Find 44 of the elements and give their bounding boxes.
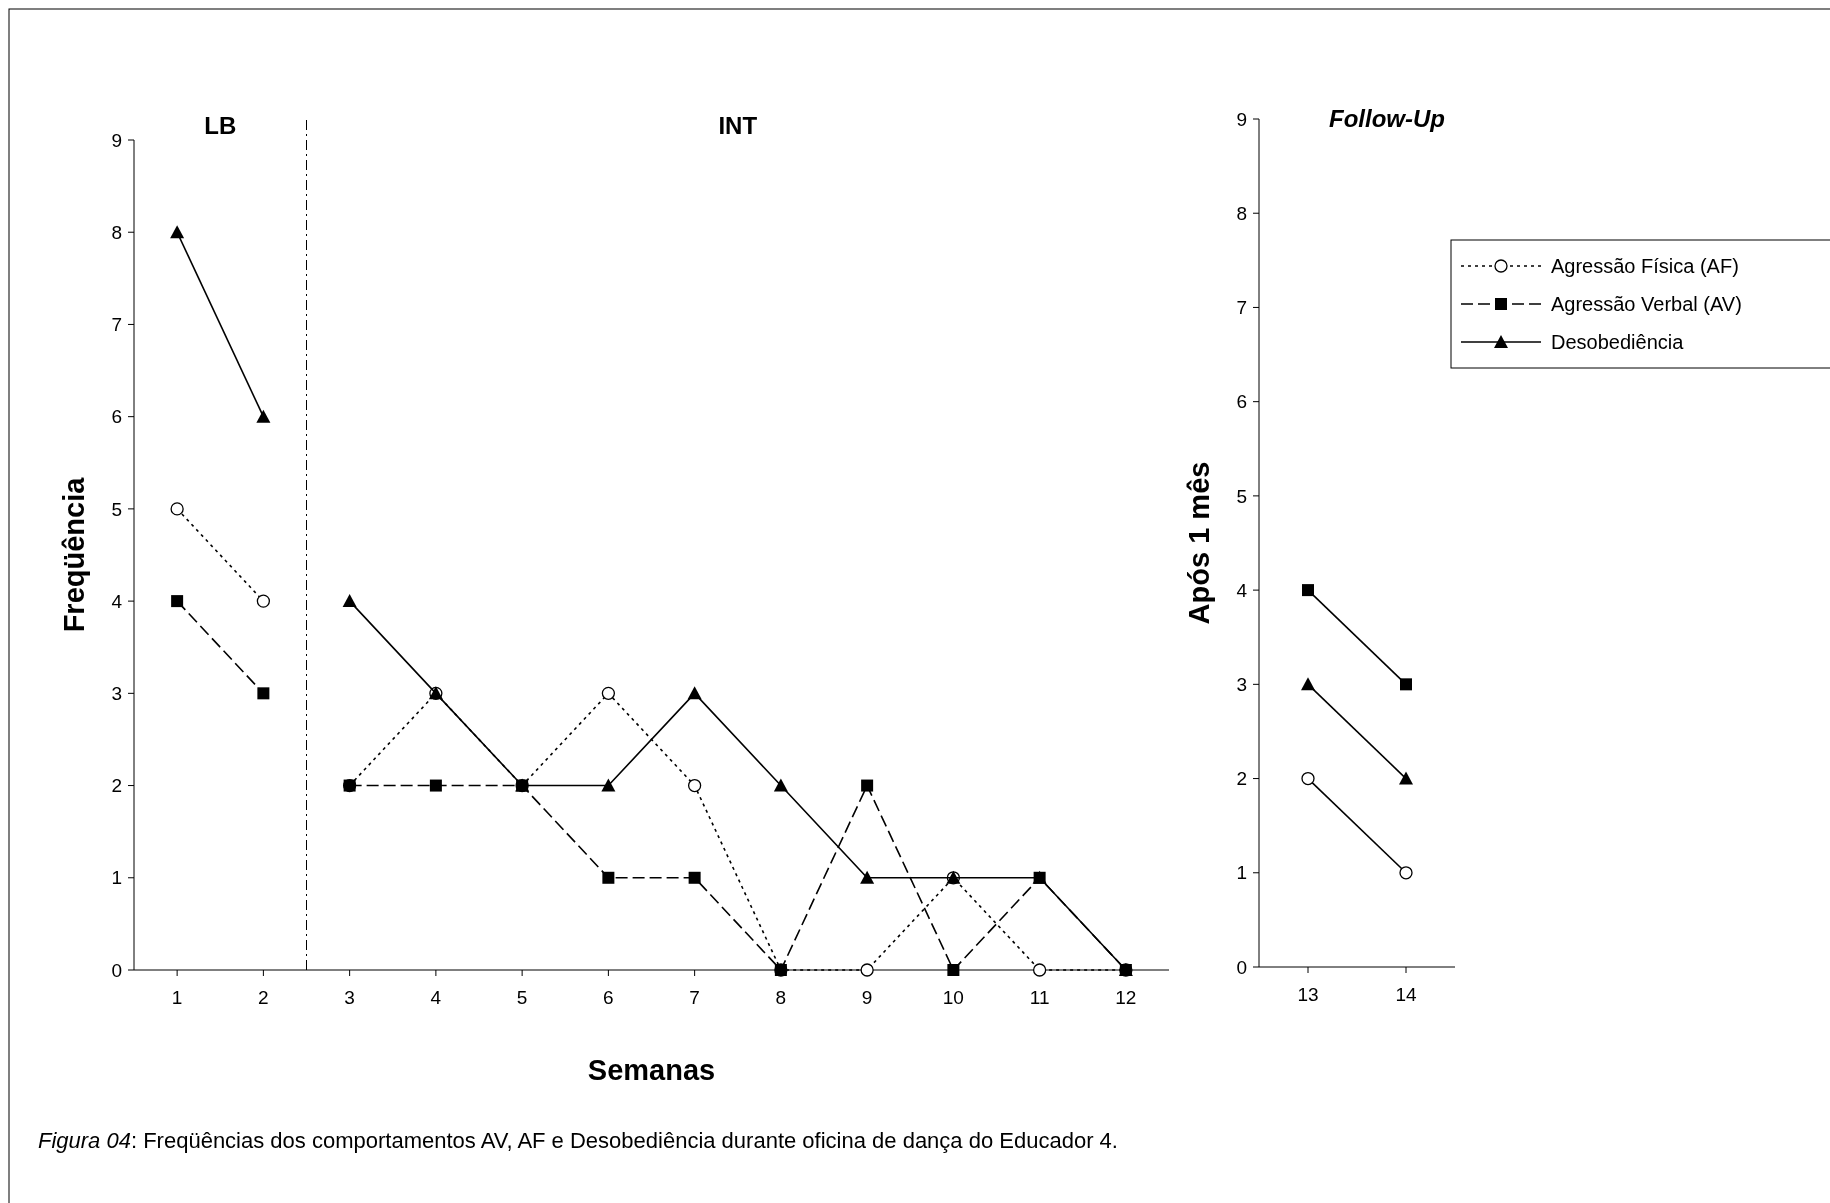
y-tick-label: 8 xyxy=(1236,202,1247,224)
legend-label: Agressão Verbal (AV) xyxy=(1551,293,1742,315)
x-tick-label: 11 xyxy=(1029,987,1050,1008)
x-tick-label: 4 xyxy=(430,987,442,1008)
x-tick-label: 5 xyxy=(516,987,528,1008)
y-tick-label: 2 xyxy=(1236,768,1247,790)
y-tick-label: 0 xyxy=(111,959,122,981)
y-tick-label: 9 xyxy=(111,129,122,151)
y-tick-label: 3 xyxy=(111,682,122,704)
y-tick-label: 0 xyxy=(1236,956,1247,978)
text: LB xyxy=(204,112,237,139)
x-tick-label: 13 xyxy=(1297,984,1319,1005)
x-tick-label: 7 xyxy=(689,987,700,1008)
y-tick-label: 9 xyxy=(1236,108,1247,130)
legend-label: Desobediência xyxy=(1551,331,1685,353)
legend-label: Agressão Física (AF) xyxy=(1551,255,1739,277)
y-tick-label: 4 xyxy=(1236,579,1248,601)
y-tick-label: 5 xyxy=(1236,485,1247,507)
x-tick-label: 9 xyxy=(861,987,873,1008)
y-tick-label: 4 xyxy=(111,590,123,612)
chart-title: Follow-Up xyxy=(1329,105,1445,132)
y-axis-title: Após 1 mês xyxy=(1183,461,1215,625)
x-tick-label: 12 xyxy=(1115,987,1137,1008)
y-tick-label: 8 xyxy=(111,221,122,243)
y-tick-label: 1 xyxy=(1236,862,1247,884)
y-tick-label: 6 xyxy=(1236,391,1247,413)
y-tick-label: 7 xyxy=(111,314,122,336)
y-tick-label: 3 xyxy=(1236,673,1247,695)
x-axis-title: Semanas xyxy=(587,1054,716,1086)
x-tick-label: 8 xyxy=(775,987,787,1008)
x-tick-label: 1 xyxy=(171,987,183,1008)
y-tick-label: 7 xyxy=(1236,297,1247,319)
y-axis-title: Freqüência xyxy=(58,476,90,633)
x-tick-label: 2 xyxy=(258,987,269,1008)
x-tick-label: 14 xyxy=(1395,984,1417,1005)
text: INT xyxy=(718,112,758,139)
y-tick-label: 6 xyxy=(111,406,122,428)
y-tick-label: 5 xyxy=(111,498,122,520)
text: Figura 04: Freqüências dos comportamentos AV, AF e Desobediência durante oficina de dança do Educador 4. xyxy=(38,1128,1118,1153)
x-tick-label: 3 xyxy=(344,987,355,1008)
y-tick-label: 1 xyxy=(111,867,122,889)
x-tick-label: 6 xyxy=(603,987,614,1008)
x-tick-label: 10 xyxy=(942,987,964,1008)
y-tick-label: 2 xyxy=(111,775,122,797)
